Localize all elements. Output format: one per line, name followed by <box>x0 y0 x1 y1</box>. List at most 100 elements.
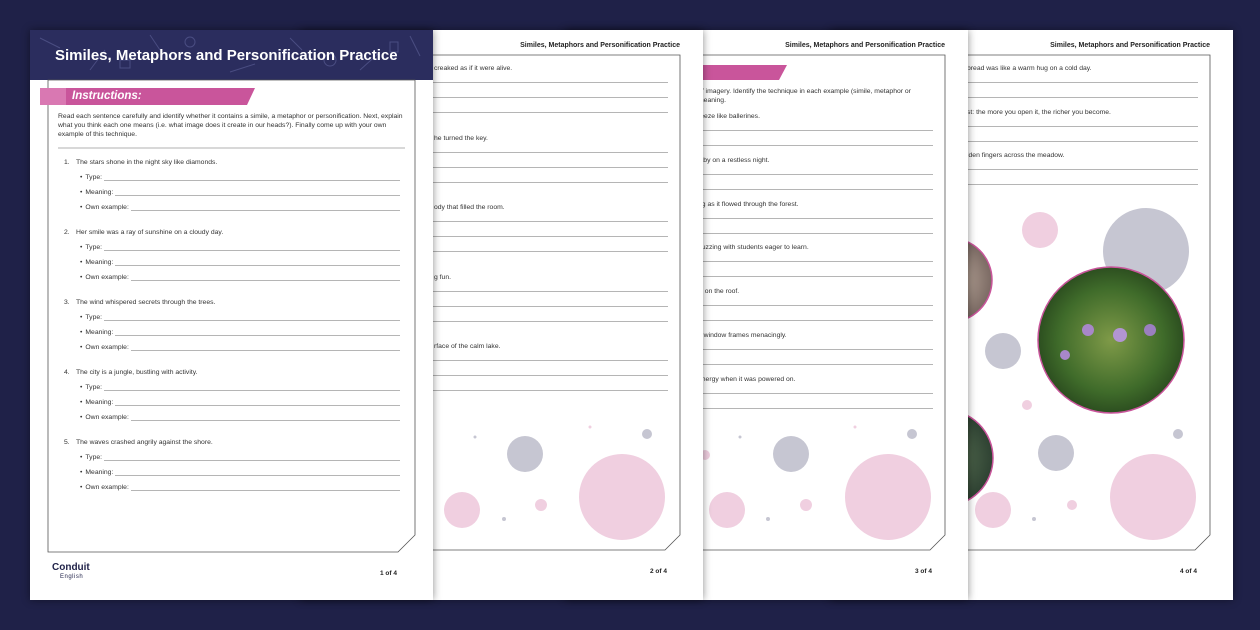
answer-line <box>698 232 933 234</box>
item-text: ly on the roof. <box>698 288 740 296</box>
answer-field: Type: <box>80 314 400 321</box>
answer-line <box>433 221 668 222</box>
answer-line <box>433 166 668 168</box>
page-1: Similes, Metaphors and Personification P… <box>30 30 433 600</box>
field-label: Own example: <box>85 274 129 281</box>
field-label: Meaning: <box>85 399 114 406</box>
answer-line <box>433 290 668 292</box>
question-number: 2. <box>64 229 70 236</box>
field-label: Meaning: <box>85 469 114 476</box>
item-text: creaked as if it were alive. <box>434 65 513 72</box>
instruction-text: of imagery. Identify the technique in ea… <box>698 88 911 95</box>
title: Similes, Metaphors and Personification P… <box>55 47 398 64</box>
answer-field: Meaning: <box>80 189 400 196</box>
item-text: bread was like a warm hug on a cold day. <box>967 65 1092 72</box>
answer-field: Type: <box>80 384 400 391</box>
answer-line <box>698 145 933 146</box>
answer-line <box>965 169 1198 170</box>
answer-field: Meaning: <box>80 329 400 336</box>
field-label: Type: <box>85 454 103 461</box>
answer-field: Own example: <box>80 274 400 281</box>
answer-line <box>698 320 933 322</box>
answer-field: Type: <box>80 174 400 181</box>
page-number: 1 of 4 <box>380 570 397 577</box>
answer-line <box>698 130 933 131</box>
question-number: 3. <box>64 299 70 306</box>
field-label: Own example: <box>85 344 129 351</box>
item-text: ng as it flowed through the forest. <box>698 200 799 208</box>
question-text: The stars shone in the night sky like di… <box>76 159 218 166</box>
field-label: Type: <box>85 174 103 181</box>
answer-line <box>104 384 400 391</box>
answer-line <box>698 276 933 278</box>
decoration <box>318 54 681 551</box>
logo-subtitle: English <box>60 574 84 580</box>
decoration <box>30 30 433 553</box>
question-number: 5. <box>64 439 70 446</box>
answer-line <box>433 375 668 376</box>
question-text: Her smile was a ray of sunshine on a clo… <box>76 229 224 236</box>
question-text: The waves crashed angrily against the sh… <box>76 439 213 446</box>
question-text: The wind whispered secrets through the t… <box>76 299 216 306</box>
answer-line <box>433 320 668 322</box>
item-text: ody that filled the room. <box>434 204 505 211</box>
field-label: Type: <box>85 244 103 251</box>
answer-field: Meaning: <box>80 469 400 476</box>
page-number: 4 of 4 <box>1180 568 1197 575</box>
answer-line <box>104 314 400 321</box>
item-text: energy when it was powered on. <box>698 375 796 383</box>
answer-line <box>698 392 933 394</box>
answer-line <box>433 181 668 183</box>
item-text: buzzing with students eager to learn. <box>698 244 809 252</box>
item-text: rface of the calm lake. <box>434 343 501 350</box>
field-label: Meaning: <box>85 259 114 266</box>
field-label: Own example: <box>85 414 129 421</box>
page-header: Similes, Metaphors and Personification P… <box>1050 42 1210 49</box>
answer-field: Own example: <box>80 414 400 421</box>
page-number: 3 of 4 <box>915 568 932 575</box>
question-number: 4. <box>64 369 70 376</box>
answer-field: Meaning: <box>80 399 400 406</box>
answer-field: Own example: <box>80 204 400 211</box>
answer-line <box>965 140 1198 142</box>
item-text: he turned the key. <box>434 134 488 142</box>
answer-line <box>130 204 400 211</box>
page-header: Similes, Metaphors and Personification P… <box>520 42 680 49</box>
answer-line <box>698 349 933 350</box>
answer-line <box>130 414 400 421</box>
answer-field: Own example: <box>80 484 400 491</box>
page-number: 2 of 4 <box>650 568 667 575</box>
answer-line <box>433 112 668 113</box>
answer-line <box>433 360 668 361</box>
field-label: Type: <box>85 314 103 321</box>
logo: Conduit <box>52 562 90 573</box>
answer-line <box>965 184 1198 185</box>
answer-line <box>130 274 400 281</box>
field-label: Type: <box>85 384 103 391</box>
answer-line <box>433 82 668 83</box>
item-text: g fun. <box>434 273 452 281</box>
answer-line <box>433 251 668 252</box>
answer-line <box>115 189 400 196</box>
question-text: The city is a jungle, bustling with acti… <box>76 369 198 376</box>
answer-line <box>104 244 400 251</box>
instructions: Read each sentence carefully and identif… <box>58 113 403 138</box>
question-number: 1. <box>64 159 70 166</box>
answer-line <box>698 173 933 175</box>
decoration <box>583 54 946 551</box>
answer-line <box>698 364 933 365</box>
answer-line <box>698 305 933 307</box>
answer-field: Meaning: <box>80 259 400 266</box>
answer-line <box>698 188 933 190</box>
answer-line <box>115 469 400 476</box>
answer-line <box>130 344 400 351</box>
field-label: Own example: <box>85 484 129 491</box>
answer-line <box>698 407 933 409</box>
answer-line <box>104 454 400 461</box>
field-label: Meaning: <box>85 329 114 336</box>
answer-line <box>433 236 668 237</box>
field-label: Own example: <box>85 204 129 211</box>
instructions-heading: Instructions: <box>72 90 142 102</box>
answer-line <box>104 174 400 181</box>
